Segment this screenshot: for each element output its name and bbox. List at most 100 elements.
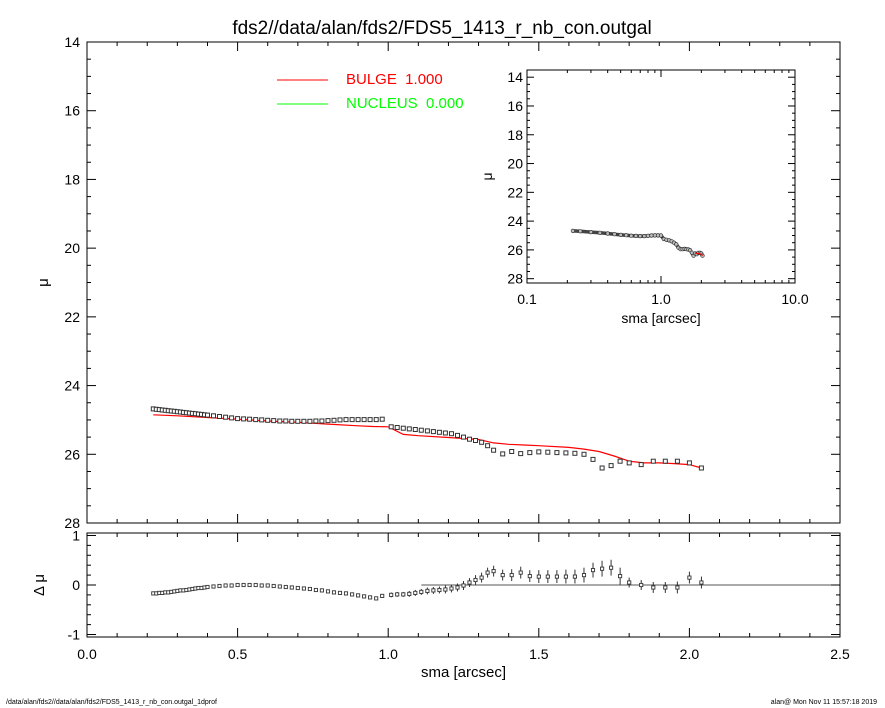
data-point bbox=[229, 415, 235, 421]
inset-y-tick-label: 26 bbox=[507, 242, 523, 258]
residual-point bbox=[343, 591, 349, 596]
main-y-tick-label: 22 bbox=[64, 309, 80, 325]
residual-point bbox=[563, 574, 568, 579]
data-point bbox=[337, 417, 343, 423]
bulge-model-line bbox=[153, 414, 702, 469]
residual-point bbox=[687, 575, 692, 580]
residual-point bbox=[518, 570, 523, 575]
inset-x-tick-label: 10.0 bbox=[781, 291, 808, 307]
inset-data-point bbox=[642, 234, 647, 239]
inset-data-point bbox=[649, 233, 654, 238]
data-point bbox=[626, 460, 632, 466]
main-y-tick-label: 26 bbox=[64, 446, 80, 462]
residual-point bbox=[675, 585, 680, 590]
residual-point bbox=[265, 583, 270, 588]
data-point bbox=[373, 417, 379, 423]
data-point bbox=[509, 449, 515, 454]
data-point bbox=[491, 447, 497, 453]
residual-point bbox=[241, 582, 246, 588]
residual-point bbox=[259, 583, 264, 588]
data-point bbox=[467, 436, 472, 442]
data-point bbox=[617, 458, 623, 464]
residual-point bbox=[407, 591, 412, 596]
residual-point bbox=[217, 583, 222, 589]
data-point bbox=[355, 417, 361, 423]
inset-data-point bbox=[588, 230, 594, 235]
residual-point bbox=[479, 575, 484, 580]
main-y-tick-label: 14 bbox=[64, 34, 80, 50]
residual-point bbox=[609, 565, 614, 570]
data-point bbox=[319, 418, 325, 424]
data-point bbox=[650, 458, 656, 464]
residual-point bbox=[581, 573, 587, 578]
legend-bulge-label: BULGE 1.000 bbox=[346, 71, 443, 88]
chart-title: fds2//data/alan/fds2/FDS5_1413_r_nb_con.… bbox=[232, 18, 651, 39]
inset-y-axis-label: μ bbox=[479, 172, 495, 180]
data-point bbox=[449, 431, 454, 437]
data-point bbox=[295, 418, 301, 424]
residual-point bbox=[449, 586, 454, 591]
inset-data-point bbox=[578, 229, 583, 234]
data-point bbox=[313, 418, 319, 424]
data-point bbox=[349, 417, 355, 423]
data-point bbox=[241, 416, 247, 422]
residual-point bbox=[485, 570, 490, 575]
main-y-tick-label: 28 bbox=[64, 515, 80, 531]
data-point bbox=[436, 429, 442, 435]
inset-log-profile-panel: 14 16 18 20 22 24 26 28 0.1 1.0 10.0 sma [arcsec] μ bbox=[479, 69, 809, 326]
main-y-tick-label: 20 bbox=[64, 240, 80, 256]
data-point bbox=[554, 450, 560, 456]
inset-x-axis-label: sma [arcsec] bbox=[621, 310, 700, 326]
data-point bbox=[307, 418, 313, 424]
data-point bbox=[590, 456, 596, 462]
inset-data-point bbox=[570, 228, 576, 233]
residual-point bbox=[527, 574, 532, 579]
data-point bbox=[581, 451, 587, 457]
footer-file-path: /data/alan/fds2//data/alan/fds2/FDS5_141… bbox=[6, 699, 217, 706]
residual-point bbox=[247, 582, 252, 588]
data-point bbox=[485, 443, 491, 449]
data-point bbox=[479, 439, 485, 445]
data-point bbox=[674, 458, 680, 464]
residual-y-tick-label: 0 bbox=[72, 577, 80, 593]
residual-point bbox=[337, 590, 343, 595]
main-profile-panel: 14 16 18 20 22 24 26 28 μ bbox=[35, 34, 841, 531]
data-point bbox=[599, 465, 605, 471]
inset-y-tick-label: 14 bbox=[507, 69, 523, 85]
data-point bbox=[325, 418, 331, 424]
data-point bbox=[361, 417, 367, 423]
data-point bbox=[211, 413, 216, 419]
data-point bbox=[343, 417, 349, 423]
residual-point bbox=[331, 590, 337, 595]
data-point bbox=[259, 417, 265, 423]
data-point bbox=[686, 460, 692, 466]
residual-point bbox=[211, 584, 216, 589]
data-point bbox=[394, 425, 400, 430]
data-point bbox=[500, 451, 506, 457]
inset-data-point bbox=[597, 230, 603, 235]
data-point bbox=[455, 432, 460, 438]
data-point bbox=[442, 430, 448, 436]
residual-point bbox=[413, 590, 418, 595]
inset-bulge-line bbox=[694, 252, 703, 257]
data-point bbox=[301, 418, 307, 424]
residual-point bbox=[431, 588, 436, 593]
data-point bbox=[223, 414, 229, 420]
inset-data-point bbox=[624, 233, 629, 238]
main-y-tick-label: 24 bbox=[64, 378, 80, 394]
residual-point bbox=[639, 582, 644, 588]
residual-point bbox=[554, 574, 559, 579]
residual-point bbox=[277, 584, 282, 589]
data-point bbox=[271, 418, 277, 424]
residual-point bbox=[500, 573, 505, 578]
inset-data-point bbox=[658, 233, 664, 238]
inset-data-point bbox=[605, 231, 610, 236]
residual-point bbox=[289, 585, 294, 590]
residual-point bbox=[368, 595, 373, 600]
residual-point bbox=[253, 582, 258, 588]
data-point bbox=[277, 418, 283, 424]
residual-point bbox=[362, 594, 367, 599]
residual-point bbox=[395, 592, 400, 597]
residual-point bbox=[572, 574, 577, 579]
data-point bbox=[662, 458, 668, 464]
